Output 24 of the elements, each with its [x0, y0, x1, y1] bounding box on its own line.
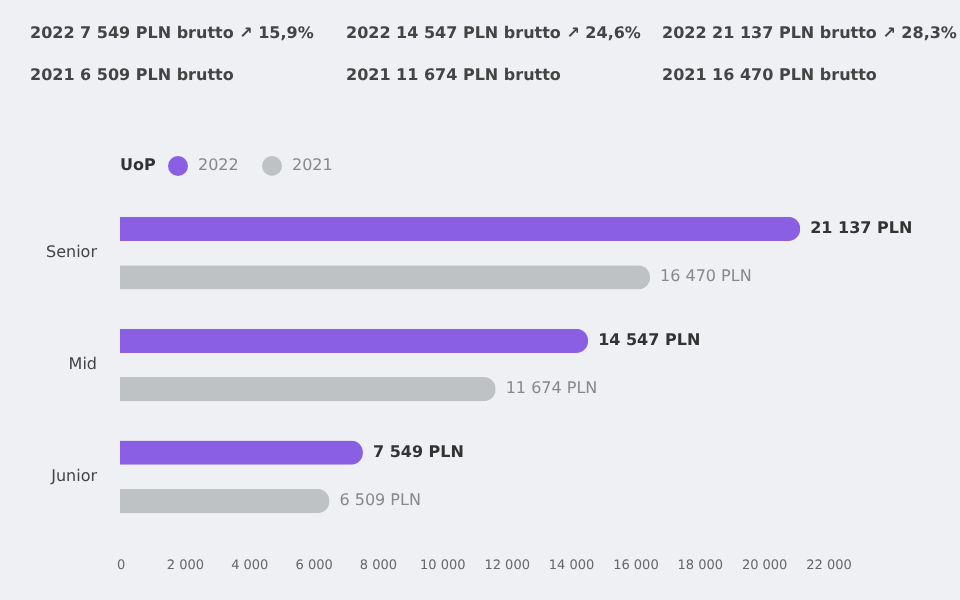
text: 2021 11 674 PLN brutto — [346, 66, 562, 84]
data-label: 21 137 PLN — [810, 218, 913, 237]
y-tick-label: Mid — [68, 355, 97, 373]
data-label: 11 674 PLN — [505, 379, 598, 398]
bar — [120, 440, 363, 465]
data-label: 6 509 PLN — [339, 491, 421, 510]
text: 2021 16 470 PLN brutto — [662, 66, 878, 84]
legend-title: UoP — [120, 156, 156, 174]
legend-label: 2022 — [198, 156, 239, 174]
text: 2022 7 549 PLN brutto ↗ 15,9% — [30, 24, 314, 42]
data-label: 16 470 PLN — [660, 267, 752, 286]
text: 2022 21 137 PLN brutto ↗ 28,3% — [662, 24, 957, 42]
bar — [120, 488, 330, 514]
y-tick-label: Junior — [49, 466, 99, 485]
legend-label: 2021 — [292, 156, 333, 174]
y-tick-label: Senior — [46, 243, 99, 262]
text: 2021 6 509 PLN brutto — [30, 66, 235, 84]
bar — [120, 216, 801, 242]
bar — [120, 328, 589, 353]
data-label: 14 547 PLN — [598, 330, 701, 349]
bar — [120, 265, 651, 290]
data-label: 7 549 PLN — [372, 442, 464, 461]
bar — [120, 377, 496, 402]
text: 2022 14 547 PLN brutto ↗ 24,6% — [346, 24, 641, 42]
